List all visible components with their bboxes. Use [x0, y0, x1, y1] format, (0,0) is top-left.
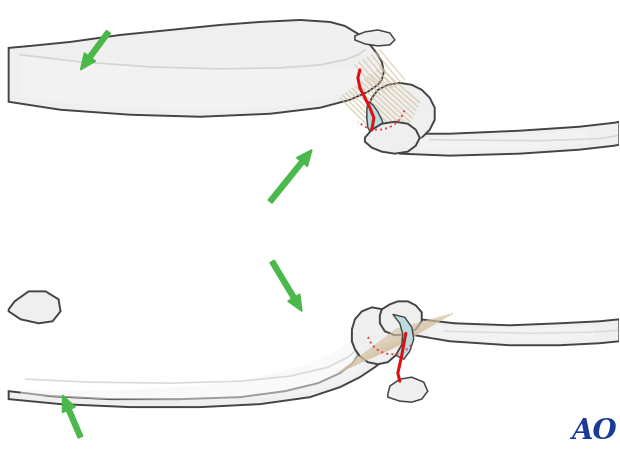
FancyArrow shape	[270, 260, 302, 311]
Polygon shape	[367, 83, 435, 142]
Polygon shape	[420, 130, 590, 151]
Polygon shape	[388, 377, 428, 402]
FancyArrow shape	[81, 30, 110, 70]
Polygon shape	[9, 291, 61, 323]
Polygon shape	[430, 325, 595, 341]
Polygon shape	[20, 55, 360, 110]
Polygon shape	[395, 122, 619, 156]
Polygon shape	[20, 339, 370, 400]
FancyArrow shape	[63, 395, 83, 438]
Polygon shape	[367, 102, 386, 143]
Polygon shape	[9, 20, 384, 117]
Polygon shape	[352, 308, 403, 364]
Polygon shape	[408, 317, 619, 345]
Polygon shape	[393, 314, 414, 359]
Polygon shape	[9, 311, 405, 407]
Polygon shape	[355, 30, 395, 46]
Text: AO: AO	[572, 418, 617, 445]
Polygon shape	[365, 122, 420, 154]
FancyArrow shape	[268, 150, 312, 203]
Polygon shape	[380, 302, 422, 335]
